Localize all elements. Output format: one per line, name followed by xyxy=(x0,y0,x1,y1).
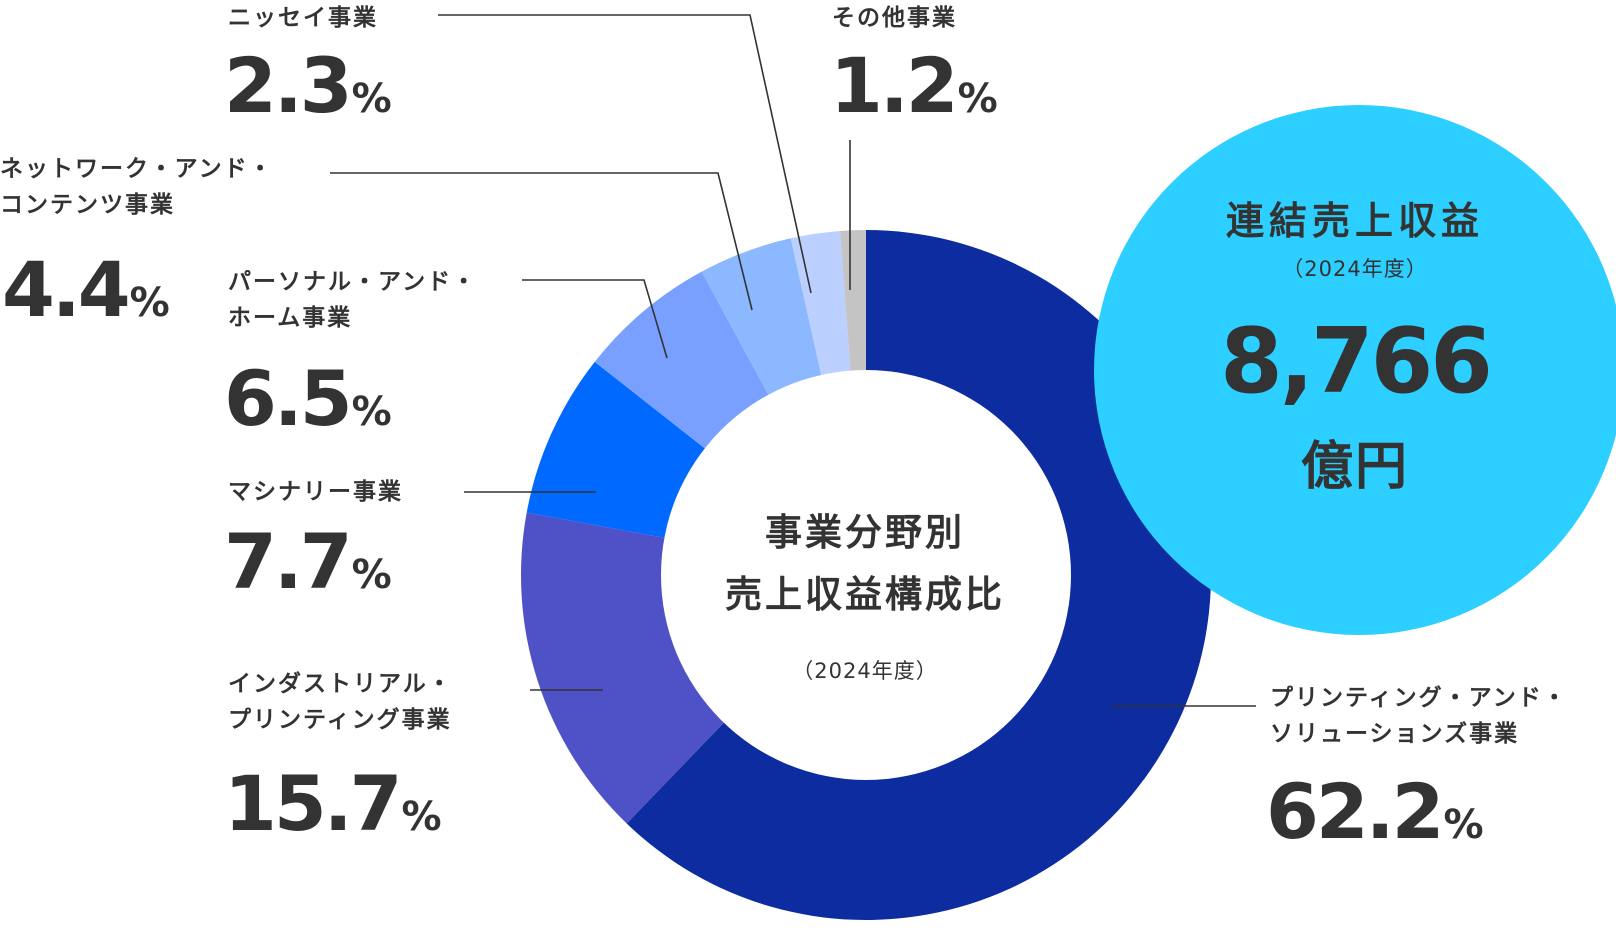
slice-label-machinery: マシナリー事業 xyxy=(228,479,403,505)
slice-value-unit: % xyxy=(401,794,442,840)
chart-title: 事業分野別 売上収益構成比 xyxy=(725,511,1005,616)
slice-value-nissei: 2.3% xyxy=(224,46,392,139)
slice-value-others: 1.2% xyxy=(830,46,998,139)
slice-value-unit: % xyxy=(351,389,392,435)
slice-value-number: 1.2 xyxy=(830,41,959,130)
total-revenue-value: 8,766 xyxy=(1220,309,1493,414)
slice-value-number: 6.5 xyxy=(224,354,353,443)
slice-value-number: 2.3 xyxy=(224,41,353,130)
leader-lines xyxy=(330,14,1256,707)
slice-value-unit: % xyxy=(957,76,998,122)
leader-line-network-contents xyxy=(330,172,753,311)
slice-value-unit: % xyxy=(129,280,170,326)
slice-value-industrial-printing: 15.7% xyxy=(224,764,442,857)
total-revenue-circle xyxy=(1094,105,1616,635)
slice-value-unit: % xyxy=(351,76,392,122)
slice-label-nissei: ニッセイ事業 xyxy=(228,5,378,31)
slice-value-number: 7.7 xyxy=(224,517,353,606)
slice-label-others: その他事業 xyxy=(832,5,957,31)
slice-value-number: 62.2 xyxy=(1266,767,1445,856)
slice-value-unit: % xyxy=(351,552,392,598)
leader-line-personal-home xyxy=(522,279,668,359)
slice-value-number: 4.4 xyxy=(2,245,131,334)
slice-value-printing-solutions: 62.2% xyxy=(1266,772,1484,865)
total-revenue-unit: 億円 xyxy=(1300,437,1409,497)
slice-value-network-contents: 4.4% xyxy=(2,250,170,343)
slice-value-personal-home: 6.5% xyxy=(224,359,392,452)
slice-label-personal-home: パーソナル・アンド・ ホーム事業 xyxy=(228,269,478,331)
slice-label-printing-solutions: プリンティング・アンド・ ソリューションズ事業 xyxy=(1270,685,1568,747)
donut-hole xyxy=(661,370,1071,780)
total-revenue-label: 連結売上収益 xyxy=(1225,199,1484,243)
slice-label-industrial-printing: インダストリアル・ プリンティング事業 xyxy=(228,671,453,733)
slice-value-machinery: 7.7% xyxy=(224,522,392,615)
slice-value-number: 15.7 xyxy=(224,759,403,848)
chart-subtitle: （2024年度） xyxy=(792,659,938,683)
slice-value-unit: % xyxy=(1443,802,1484,848)
total-revenue-year: （2024年度） xyxy=(1282,257,1428,281)
leader-line-nissei xyxy=(438,14,812,294)
slice-label-network-contents: ネットワーク・アンド・ コンテンツ事業 xyxy=(0,156,274,218)
